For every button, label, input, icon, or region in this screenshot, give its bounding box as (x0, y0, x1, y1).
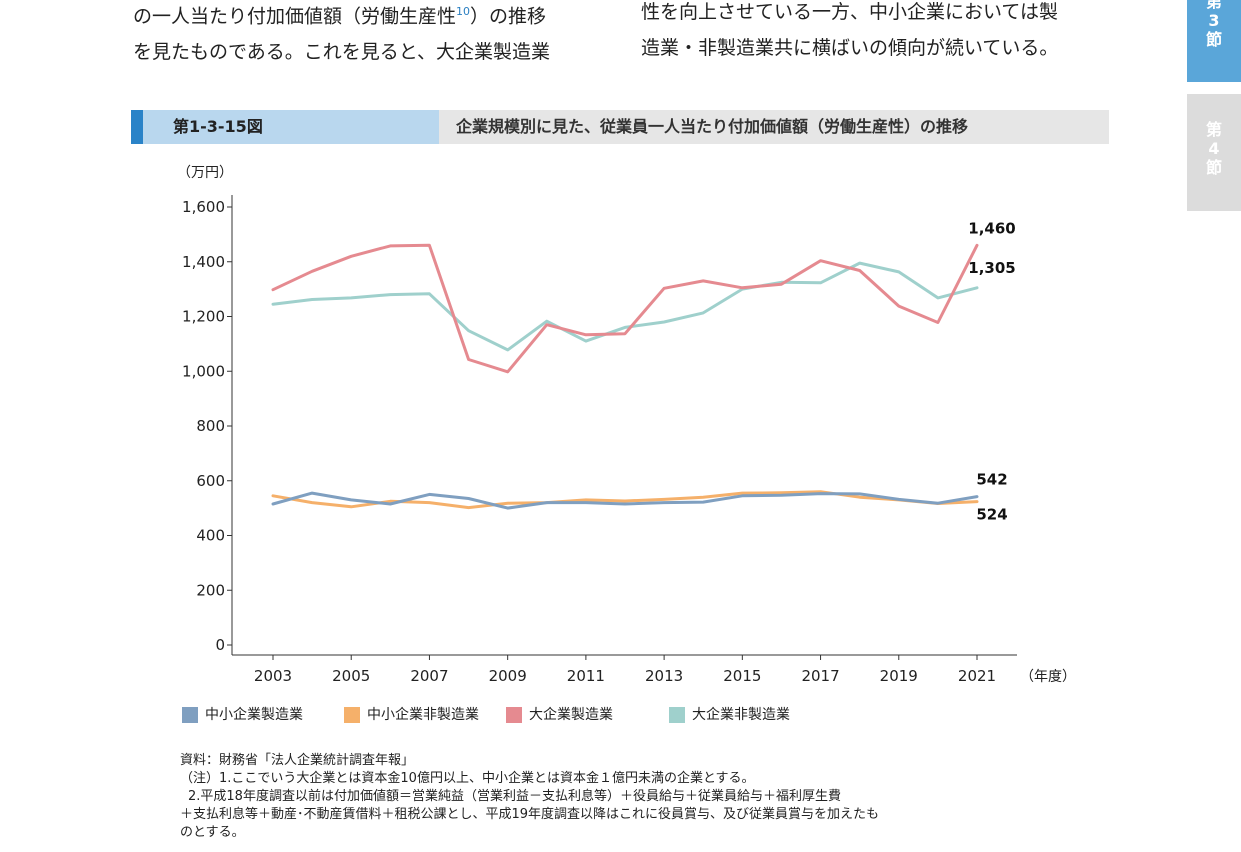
series-line-3 (271, 261, 979, 352)
figure-header: 第1-3-15図 企業規模別に見た、従業員一人当たり付加価値額（労働生産性）の推… (131, 110, 1109, 144)
series-line-0 (271, 491, 979, 510)
y-tick-label: 800 (196, 417, 225, 435)
x-tick-label: 2015 (723, 667, 761, 685)
intro-left-column: の一人当たり付加価値額（労働生産性10）の推移 を見たものである。これを見ると、… (133, 0, 613, 70)
legend-swatch (669, 707, 685, 723)
note-2-line-2: ＋支払利息等＋動産･不動産賃借料＋租税公課とし、平成19年度調査以降はこれに役員… (180, 807, 880, 822)
x-tick-label: 2013 (645, 667, 683, 685)
end-value-label: 542 (976, 471, 1007, 489)
source-note: 資料：財務省「法人企業統計調査年報」 (180, 753, 415, 768)
end-value-label: 1,305 (968, 259, 1015, 277)
end-value-label: 1,460 (968, 219, 1015, 237)
note-2-line-3: のとする。 (180, 825, 245, 840)
footnote-marker[interactable]: 10 (456, 5, 471, 18)
legend-label: 大企業非製造業 (692, 707, 790, 723)
x-tick-label: 2005 (332, 667, 370, 685)
y-tick-label: 0 (215, 636, 225, 654)
note-1: （注）1.ここでいう大企業とは資本金10億円以上、中小企業とは資本金１億円未満の… (180, 771, 755, 786)
end-value-label: 524 (976, 506, 1007, 524)
y-unit-label: （万円） (177, 165, 233, 181)
figure-title: 企業規模別に見た、従業員一人当たり付加価値額（労働生産性）の推移 (456, 117, 969, 136)
section-tab-3[interactable]: 第 3 節 (1187, 0, 1241, 82)
x-tick-label: 2011 (567, 667, 605, 685)
intro-right-line-2: 造業・非製造業共に横ばいの傾向が続いている。 (641, 37, 1059, 59)
intro-right-column: 性を向上させている一方、中小企業においては製 造業・非製造業共に横ばいの傾向が続… (641, 0, 1121, 66)
y-tick-label: 200 (196, 581, 225, 599)
intro-left-line-2: を見たものである。これを見ると、大企業製造業 (133, 41, 551, 64)
y-tick-label: 600 (196, 472, 225, 490)
note-2-line-1: 2.平成18年度調査以前は付加価値額＝営業純益（営業利益－支払利息等）＋役員給与… (188, 789, 841, 804)
series-layer (271, 243, 979, 510)
figure-number: 第1-3-15図 (143, 110, 439, 144)
x-unit-label: （年度） (1020, 669, 1076, 685)
x-tick-label: 2009 (489, 667, 527, 685)
section-tab-4[interactable]: 第 4 節 (1187, 94, 1241, 211)
axes: 0 200 400 600 800 1,000 1,200 1,400 1,600 2003 200… (182, 195, 1017, 685)
y-tick-label: 1,400 (182, 253, 225, 271)
legend-label: 中小企業非製造業 (367, 707, 479, 723)
series-line-1 (271, 490, 979, 510)
legend-label: 大企業製造業 (529, 707, 613, 723)
y-tick-label: 1,000 (182, 362, 225, 380)
legend-swatch (182, 707, 198, 723)
legend-swatch (344, 707, 360, 723)
legend-swatch (506, 707, 522, 723)
legend-label: 中小企業製造業 (205, 707, 303, 723)
y-tick-label: 1,200 (182, 308, 225, 326)
figure-notes: 資料：財務省「法人企業統計調査年報」 （注）1.ここでいう大企業とは資本金10億… (180, 752, 879, 842)
series-line-2 (271, 243, 979, 374)
x-tick-label: 2021 (958, 667, 996, 685)
y-tick-label: 400 (196, 527, 225, 545)
x-tick-label: 2003 (254, 667, 292, 685)
x-tick-label: 2019 (880, 667, 918, 685)
x-tick-label: 2007 (410, 667, 448, 685)
intro-left-line-1: の一人当たり付加価値額（労働生産性10）の推移 (133, 5, 547, 28)
y-tick-label: 1,600 (182, 198, 225, 216)
intro-right-line-1: 性を向上させている一方、中小企業においては製 (641, 1, 1059, 23)
figure-header-accent (131, 110, 143, 144)
x-tick-label: 2017 (801, 667, 839, 685)
end-labels: 1,460 1,305 542 524 (968, 219, 1015, 523)
